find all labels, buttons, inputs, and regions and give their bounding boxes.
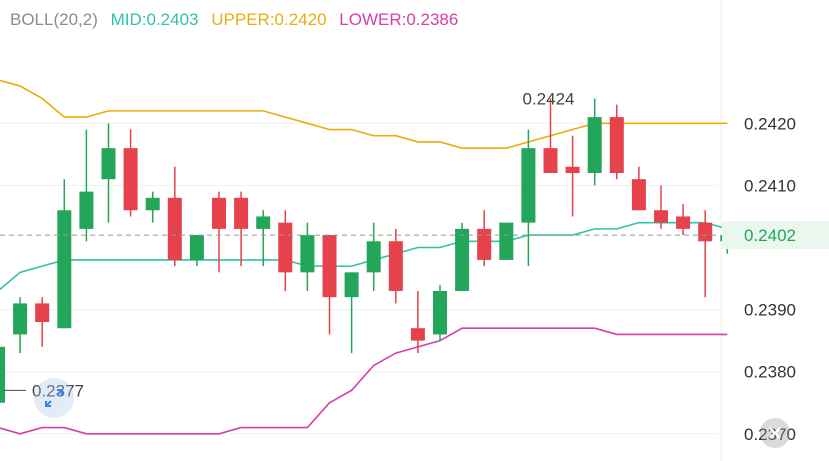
y-tick-label: 0.2420 — [744, 114, 796, 133]
candle-body — [57, 210, 72, 329]
candle — [234, 191, 249, 267]
candle-body — [167, 197, 182, 260]
current-price-label: 0.2402 — [744, 226, 796, 245]
candle — [410, 290, 425, 354]
candle — [13, 297, 28, 354]
candle-body — [234, 197, 249, 229]
candle-body — [587, 117, 602, 173]
candle-body — [79, 191, 94, 229]
candle-body — [189, 235, 204, 260]
candle — [543, 98, 558, 173]
candle-body — [698, 222, 713, 242]
candle-body — [145, 197, 160, 211]
candle-body — [477, 228, 492, 260]
candle-body — [676, 216, 691, 229]
candle-body — [499, 222, 514, 260]
close-icon — [769, 427, 781, 439]
candle-body — [410, 328, 425, 341]
lower-band-line — [0, 327, 728, 435]
candle — [101, 123, 116, 223]
candle — [676, 204, 691, 236]
candle — [433, 284, 447, 341]
candle — [189, 235, 204, 267]
candle — [57, 179, 72, 329]
current-price-line: 0.2402 — [0, 221, 829, 250]
upper-value: UPPER:0.2420 — [211, 10, 327, 29]
candle — [212, 191, 226, 273]
candle-body — [609, 117, 624, 173]
boll-label[interactable]: BOLL(20,2) — [10, 10, 98, 29]
y-tick-label: 0.2410 — [744, 176, 796, 195]
candle-body — [631, 179, 646, 211]
jump-button[interactable] — [34, 378, 74, 418]
candle-body — [278, 222, 293, 273]
candle — [344, 272, 359, 354]
candle — [477, 210, 492, 267]
y-tick-label: 0.2390 — [744, 301, 796, 320]
candle — [366, 222, 381, 291]
candle — [256, 210, 271, 267]
candle — [609, 104, 624, 180]
candle — [35, 297, 50, 347]
candle-body — [212, 197, 226, 229]
candle — [565, 135, 580, 217]
candle-body — [455, 228, 470, 291]
candle — [631, 166, 646, 211]
current-price-badge — [722, 221, 829, 250]
candle — [123, 129, 138, 217]
candle — [322, 235, 337, 335]
indicator-header: BOLL(20,2) MID:0.2403 UPPER:0.2420 LOWER… — [10, 10, 466, 30]
mid-band-line — [0, 221, 728, 291]
y-tick-label: 0.2370 — [744, 425, 796, 444]
candle — [388, 228, 403, 304]
candle-body — [543, 148, 558, 173]
expand-arrows-icon — [45, 389, 63, 407]
mid-value: MID:0.2403 — [110, 10, 199, 29]
candle — [654, 185, 668, 229]
candle-body — [521, 148, 536, 223]
candle-body — [366, 241, 381, 273]
candle — [300, 222, 315, 291]
candle-body — [322, 235, 337, 298]
candle-body — [123, 148, 138, 211]
candle-body — [35, 303, 50, 323]
candle — [698, 210, 713, 298]
candle — [79, 129, 94, 242]
candle — [278, 210, 293, 291]
y-tick-label: 0.2380 — [744, 363, 796, 382]
candle-body — [13, 303, 28, 335]
candle — [521, 129, 536, 267]
lower-value: LOWER:0.2386 — [339, 10, 459, 29]
high-annotation: 0.2424 — [523, 89, 575, 108]
upper-band-line — [0, 79, 728, 149]
candle-body — [101, 148, 116, 180]
candle — [499, 222, 514, 260]
candle-body — [388, 241, 403, 291]
candle — [455, 222, 470, 291]
candle — [0, 346, 5, 403]
close-button[interactable] — [760, 418, 790, 448]
candle-body — [256, 216, 271, 229]
candle-body — [344, 272, 359, 298]
candle-body — [565, 166, 580, 173]
candle — [167, 166, 182, 267]
candle — [145, 191, 160, 223]
candles — [0, 98, 735, 403]
candle-body — [654, 210, 668, 223]
candle — [587, 98, 602, 186]
bollinger-bands — [0, 79, 728, 435]
candle-body — [300, 235, 315, 273]
y-axis: 0.2420 0.2410 0.2390 0.2380 0.2370 — [744, 114, 796, 443]
candle-body — [0, 346, 5, 403]
candle-body — [433, 290, 447, 335]
